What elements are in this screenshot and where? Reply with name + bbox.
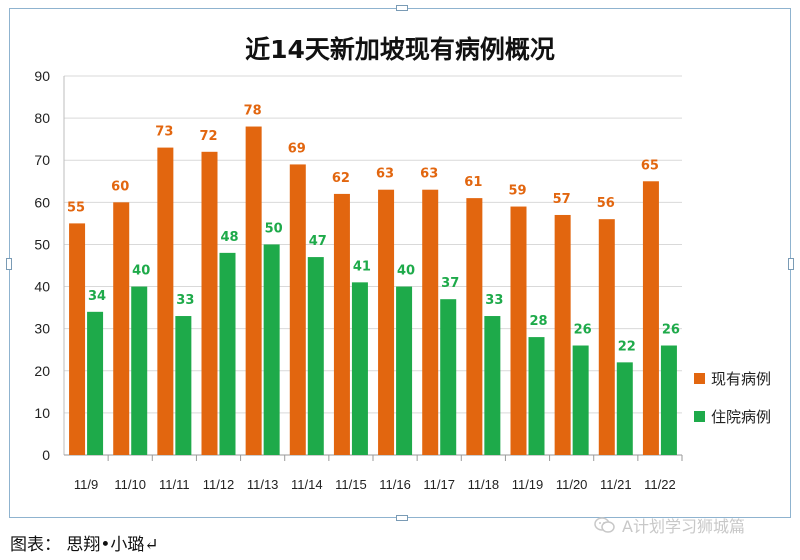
bar — [378, 189, 395, 455]
data-label: 48 — [220, 230, 238, 245]
bar — [87, 311, 104, 455]
data-label: 69 — [288, 141, 306, 156]
bar — [642, 181, 659, 455]
watermark: A计划学习狮城篇 — [594, 512, 784, 538]
x-tick-label: 11/9 — [74, 477, 98, 492]
bar — [396, 286, 413, 455]
chart-title: 近14天新加坡现有病例概况 — [245, 35, 555, 64]
x-tick-label: 11/10 — [114, 477, 146, 492]
data-label: 55 — [67, 200, 85, 215]
y-tick-label: 40 — [34, 279, 50, 295]
data-label: 60 — [111, 179, 129, 194]
legend-label: 住院病例 — [711, 408, 771, 426]
bar — [528, 337, 545, 455]
data-label: 40 — [132, 264, 150, 279]
data-label: 33 — [176, 293, 194, 308]
bar — [554, 214, 571, 455]
data-label: 56 — [597, 196, 615, 211]
data-label: 37 — [441, 276, 459, 291]
data-label: 47 — [309, 234, 327, 249]
x-tick-label: 11/17 — [423, 477, 455, 492]
bar — [289, 164, 306, 455]
data-label: 26 — [662, 323, 680, 338]
data-label: 62 — [332, 171, 350, 186]
bar — [466, 198, 483, 455]
watermark-text: A计划学习狮城篇 — [622, 517, 745, 536]
legend-label: 现有病例 — [711, 370, 771, 388]
data-label: 40 — [397, 264, 415, 279]
x-tick-label: 11/18 — [468, 477, 500, 492]
x-tick-label: 11/19 — [512, 477, 544, 492]
data-label: 59 — [508, 184, 526, 199]
bar — [69, 223, 86, 455]
bar — [422, 189, 439, 455]
y-tick-label: 70 — [34, 152, 50, 168]
legend-swatch — [694, 373, 705, 384]
chart: 近14天新加坡现有病例概况 0 10 20 30 40 50 60 70 80 90 11/9 11/… — [34, 35, 771, 492]
x-tick-label: 11/12 — [203, 477, 235, 492]
resize-handle-top[interactable] — [396, 5, 408, 11]
bar — [333, 193, 350, 455]
bar — [219, 252, 236, 455]
bar — [201, 151, 218, 456]
bar — [131, 286, 148, 455]
data-label: 65 — [641, 158, 659, 173]
x-tick-label: 11/13 — [247, 477, 279, 492]
chart-caption: 图表： 思翔•小璐↵ — [10, 535, 159, 555]
data-label: 22 — [618, 339, 636, 354]
data-label: 78 — [244, 104, 262, 119]
x-tick-label: 11/11 — [159, 477, 190, 492]
bar — [660, 345, 677, 455]
x-tick-label: 11/16 — [379, 477, 411, 492]
resize-handle-right[interactable] — [788, 258, 794, 270]
resize-handle-left[interactable] — [6, 258, 12, 270]
bar — [510, 206, 527, 455]
resize-handle-bottom[interactable] — [396, 515, 408, 521]
bar — [616, 362, 633, 455]
x-tick-label: 11/20 — [556, 477, 588, 492]
x-tick-label: 11/15 — [335, 477, 367, 492]
bar — [263, 244, 280, 455]
x-tick-label: 11/14 — [291, 477, 323, 492]
data-label: 72 — [199, 129, 217, 144]
x-tick-label: 11/22 — [644, 477, 676, 492]
y-tick-label: 30 — [34, 321, 50, 337]
y-tick-label: 80 — [34, 110, 50, 126]
data-label: 34 — [88, 289, 106, 304]
y-tick-label: 90 — [34, 68, 50, 84]
y-tick-label: 20 — [34, 363, 50, 379]
y-tick-label: 50 — [34, 236, 50, 252]
bar — [572, 345, 589, 455]
data-label: 63 — [376, 167, 394, 182]
data-label: 26 — [574, 323, 592, 338]
data-label: 63 — [420, 167, 438, 182]
y-tick-label: 10 — [34, 405, 50, 421]
bar — [598, 219, 615, 455]
bar — [245, 126, 262, 456]
bar — [484, 316, 501, 455]
legend-swatch — [694, 411, 705, 422]
bar — [175, 316, 192, 455]
data-label: 73 — [155, 125, 173, 140]
bar — [440, 299, 457, 455]
y-tick-label: 60 — [34, 194, 50, 210]
data-label: 61 — [464, 175, 482, 190]
data-label: 28 — [529, 314, 547, 329]
bar — [351, 282, 368, 455]
axes: 0 10 20 30 40 50 60 70 80 90 11/9 11/10 11/11 11/12 11… — [34, 68, 683, 492]
data-label: 41 — [353, 259, 371, 274]
data-labels: 55 34 60 40 73 33 72 48 78 50 69 47 62 41 63 40 63 37 61 33… — [67, 104, 680, 355]
data-label: 33 — [485, 293, 503, 308]
data-label: 50 — [265, 221, 283, 236]
wechat-icon — [594, 517, 615, 533]
bar — [157, 147, 174, 456]
bar — [307, 257, 324, 455]
y-tick-label: 0 — [42, 447, 50, 463]
bars — [69, 126, 677, 456]
x-tick-label: 11/21 — [600, 477, 632, 492]
bar — [113, 202, 130, 455]
data-label: 57 — [553, 192, 571, 207]
